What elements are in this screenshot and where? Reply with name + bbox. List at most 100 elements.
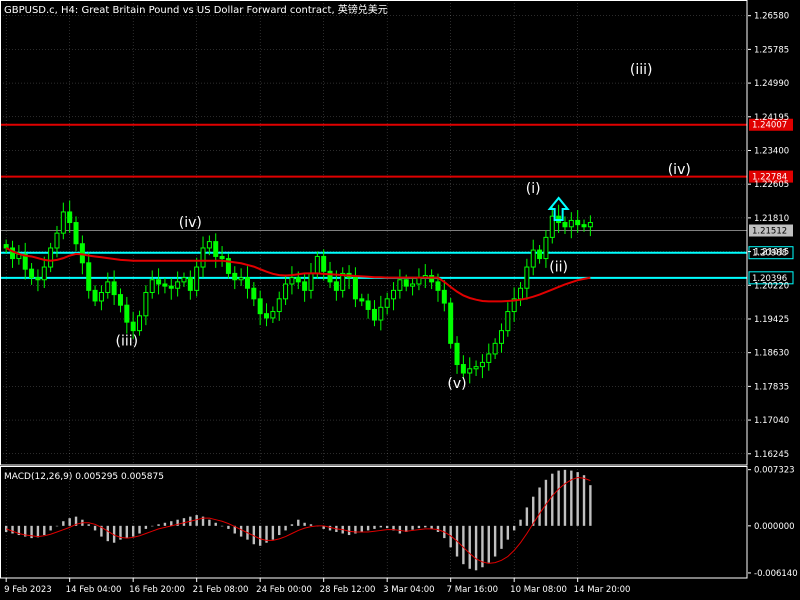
candle-body[interactable] — [54, 232, 60, 249]
candle-body[interactable] — [314, 255, 320, 274]
candle-body[interactable] — [92, 289, 98, 302]
candle-body[interactable] — [537, 249, 543, 260]
candle-body[interactable] — [48, 247, 54, 268]
candle-body[interactable] — [518, 287, 524, 300]
candle-body[interactable] — [124, 304, 130, 323]
candle-body[interactable] — [257, 298, 263, 315]
candle-body[interactable] — [225, 258, 231, 274]
candle-body[interactable] — [187, 277, 193, 291]
candle-body[interactable] — [371, 308, 377, 321]
candle-body[interactable] — [29, 268, 35, 279]
candle-body[interactable] — [549, 215, 555, 238]
candle-body[interactable] — [492, 342, 498, 355]
candle-body[interactable] — [105, 281, 111, 293]
candle-body[interactable] — [543, 236, 549, 260]
candle-body[interactable] — [530, 249, 536, 268]
macd-bar — [182, 518, 186, 526]
candle-body[interactable] — [435, 281, 441, 291]
candle-body[interactable] — [137, 315, 143, 332]
candle-body[interactable] — [384, 298, 390, 308]
macd-bar — [430, 525, 433, 529]
candle-body[interactable] — [359, 298, 365, 302]
candle-body[interactable] — [308, 272, 314, 291]
candle-body[interactable] — [340, 272, 346, 291]
candle-body[interactable] — [486, 353, 492, 363]
y-tick-label: 1.26580 — [754, 12, 789, 22]
candle-body[interactable] — [98, 291, 104, 302]
candle-body[interactable] — [321, 255, 327, 272]
candle-body[interactable] — [3, 244, 9, 249]
candle-body[interactable] — [403, 279, 409, 287]
candle-body[interactable] — [206, 241, 212, 249]
candle-body[interactable] — [67, 211, 73, 224]
candle-body[interactable] — [276, 298, 282, 313]
candle-body[interactable] — [581, 224, 587, 228]
y-tick-label: 1.16245 — [754, 450, 789, 460]
candle-body[interactable] — [562, 222, 568, 228]
candle-body[interactable] — [181, 277, 187, 283]
candle-body[interactable] — [251, 287, 257, 300]
candle-body[interactable] — [391, 289, 397, 300]
candle-body[interactable] — [295, 277, 301, 283]
candle-body[interactable] — [448, 302, 454, 344]
candle-body[interactable] — [498, 330, 504, 344]
candle-body[interactable] — [156, 279, 162, 285]
candle-body[interactable] — [117, 294, 123, 306]
candle-body[interactable] — [111, 281, 117, 296]
candle-body[interactable] — [270, 311, 276, 319]
macd-bar — [544, 479, 548, 526]
candle-body[interactable] — [60, 211, 66, 234]
candle-body[interactable] — [467, 368, 473, 374]
candle-body[interactable] — [454, 342, 460, 366]
candle-body[interactable] — [22, 253, 28, 270]
candle-body[interactable] — [219, 255, 225, 260]
candle-body[interactable] — [213, 241, 219, 257]
candle-body[interactable] — [162, 283, 168, 287]
candle-body[interactable] — [365, 300, 371, 310]
candle-body[interactable] — [429, 275, 435, 283]
wave-label: (iii) — [116, 333, 139, 349]
candle-body[interactable] — [327, 270, 333, 283]
candle-body[interactable] — [35, 277, 41, 281]
candle-body[interactable] — [232, 272, 238, 281]
candle-body[interactable] — [143, 291, 149, 317]
candle-body[interactable] — [378, 306, 384, 321]
candle-body[interactable] — [505, 311, 511, 332]
candle-body[interactable] — [73, 222, 79, 245]
candle-body[interactable] — [460, 364, 466, 374]
candle-body[interactable] — [130, 321, 136, 332]
candle-body[interactable] — [397, 279, 403, 291]
candle-body[interactable] — [441, 289, 447, 304]
candle-body[interactable] — [352, 277, 358, 300]
candle-body[interactable] — [244, 277, 250, 289]
macd-bar — [512, 525, 516, 531]
candle-body[interactable] — [587, 222, 593, 228]
candle-body[interactable] — [333, 281, 339, 291]
candle-body[interactable] — [149, 279, 155, 293]
candle-body[interactable] — [168, 285, 174, 289]
candle-body[interactable] — [302, 281, 308, 291]
candle-body[interactable] — [479, 361, 485, 368]
candle-body[interactable] — [10, 247, 16, 260]
candlesticks[interactable] — [3, 200, 593, 384]
candle-body[interactable] — [524, 266, 530, 289]
x-tick-label: 16 Feb 20:00 — [129, 585, 185, 595]
candle-body[interactable] — [175, 281, 181, 289]
candle-body[interactable] — [86, 262, 92, 291]
candle-body[interactable] — [283, 283, 289, 300]
candle-body[interactable] — [568, 219, 574, 228]
candle-body[interactable] — [41, 266, 47, 281]
candle-body[interactable] — [289, 277, 295, 285]
candle-body[interactable] — [410, 283, 416, 287]
candle-body[interactable] — [511, 298, 517, 313]
macd-bar — [493, 525, 497, 557]
candle-body[interactable] — [194, 266, 200, 291]
candle-body[interactable] — [264, 313, 270, 319]
macd-bar — [487, 525, 490, 563]
candle-body[interactable] — [473, 366, 479, 370]
macd-bar — [297, 519, 300, 526]
candle-body[interactable] — [575, 219, 581, 226]
candle-body[interactable] — [200, 247, 206, 268]
candle-body[interactable] — [238, 277, 244, 281]
